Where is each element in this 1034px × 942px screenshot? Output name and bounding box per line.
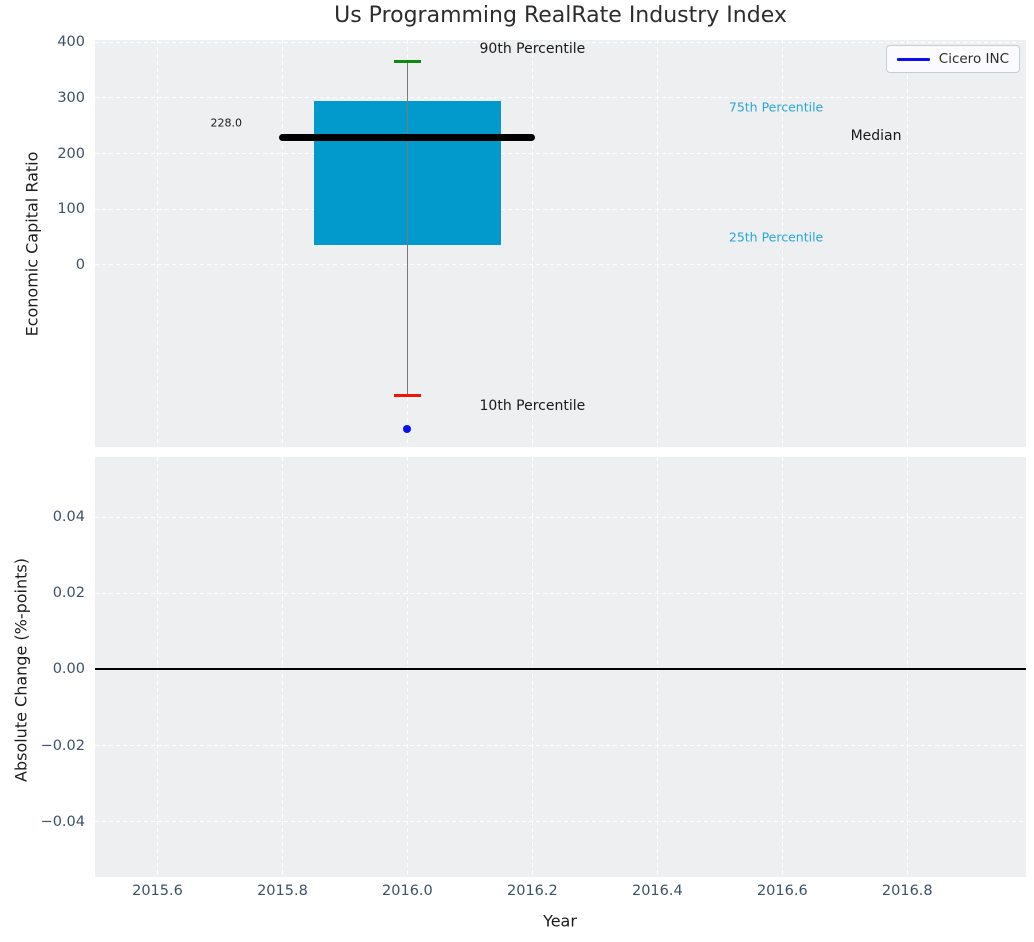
y-tick-label: −0.04 <box>40 813 85 830</box>
x-gridline <box>906 457 908 877</box>
x-gridline <box>656 40 658 447</box>
annotation-75th-percentile: 75th Percentile <box>728 99 824 115</box>
x-tick-label: 2015.8 <box>257 883 308 899</box>
legend-label: Cicero INC <box>938 51 1009 67</box>
annotation-25th-percentile: 25th Percentile <box>728 229 824 245</box>
y-gridline <box>95 592 1026 594</box>
legend: Cicero INC <box>885 45 1020 73</box>
y-gridline <box>95 97 1026 99</box>
legend-line-sample <box>896 57 930 61</box>
x-tick-label: 2015.6 <box>132 883 183 899</box>
x-tick-label: 2016.4 <box>631 883 683 899</box>
p10-cap <box>393 394 422 398</box>
x-gridline <box>906 40 908 447</box>
x-gridline <box>781 40 783 447</box>
annotation-median: Median <box>850 127 902 144</box>
x-tick-label: 2016.6 <box>756 883 808 899</box>
zero-line <box>95 668 1026 671</box>
x-gridline <box>156 457 158 877</box>
chart-title: Us Programming RealRate Industry Index <box>334 3 787 28</box>
annotation-228-0: 228.0 <box>210 116 242 130</box>
x-axis-label: Year <box>543 911 577 931</box>
median-line <box>279 134 536 142</box>
x-tick-label: 2016.2 <box>507 883 558 899</box>
y-axis-label-top: Economic Capital Ratio <box>22 151 42 337</box>
whisker-line <box>406 61 409 396</box>
y-tick-label: 200 <box>57 145 85 162</box>
x-gridline <box>156 40 158 447</box>
company-point <box>403 425 412 434</box>
y-gridline <box>95 264 1026 266</box>
x-tick-label: 2016.0 <box>382 883 433 899</box>
x-gridline <box>406 457 408 877</box>
y-gridline <box>95 821 1026 823</box>
y-gridline <box>95 516 1026 518</box>
y-gridline <box>95 745 1026 747</box>
y-axis-label-bottom: Absolute Change (%-points) <box>11 558 31 782</box>
x-gridline <box>281 457 283 877</box>
annotation-10th-percentile: 10th Percentile <box>479 397 586 414</box>
y-tick-label: 100 <box>57 201 85 218</box>
x-gridline <box>531 457 533 877</box>
x-gridline <box>781 457 783 877</box>
top-axes: Cicero INC 90th Percentile 75th Percentil… <box>95 40 1026 447</box>
p90-cap <box>393 60 422 64</box>
bottom-axes <box>95 457 1026 877</box>
y-tick-label: 400 <box>57 34 85 51</box>
y-tick-label: −0.02 <box>40 737 85 754</box>
y-gridline <box>95 208 1026 210</box>
y-gridline <box>95 41 1026 43</box>
y-gridline <box>95 153 1026 155</box>
y-tick-label: 0.00 <box>52 661 85 678</box>
x-gridline <box>281 40 283 447</box>
annotation-90th-percentile: 90th Percentile <box>479 41 586 58</box>
y-tick-label: 0.04 <box>52 509 85 526</box>
y-tick-label: 0 <box>75 256 85 273</box>
y-tick-label: 0.02 <box>52 585 85 602</box>
x-tick-label: 2016.8 <box>881 883 933 899</box>
y-tick-label: 300 <box>57 89 85 106</box>
x-gridline <box>656 457 658 877</box>
x-gridline <box>531 40 533 447</box>
